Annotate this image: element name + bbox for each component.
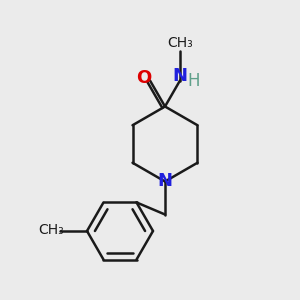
Text: CH₃: CH₃	[38, 223, 64, 236]
Text: H: H	[187, 71, 200, 89]
Text: N: N	[158, 172, 172, 190]
Text: O: O	[136, 69, 151, 87]
Text: N: N	[172, 67, 188, 85]
Text: CH₃: CH₃	[167, 36, 193, 50]
